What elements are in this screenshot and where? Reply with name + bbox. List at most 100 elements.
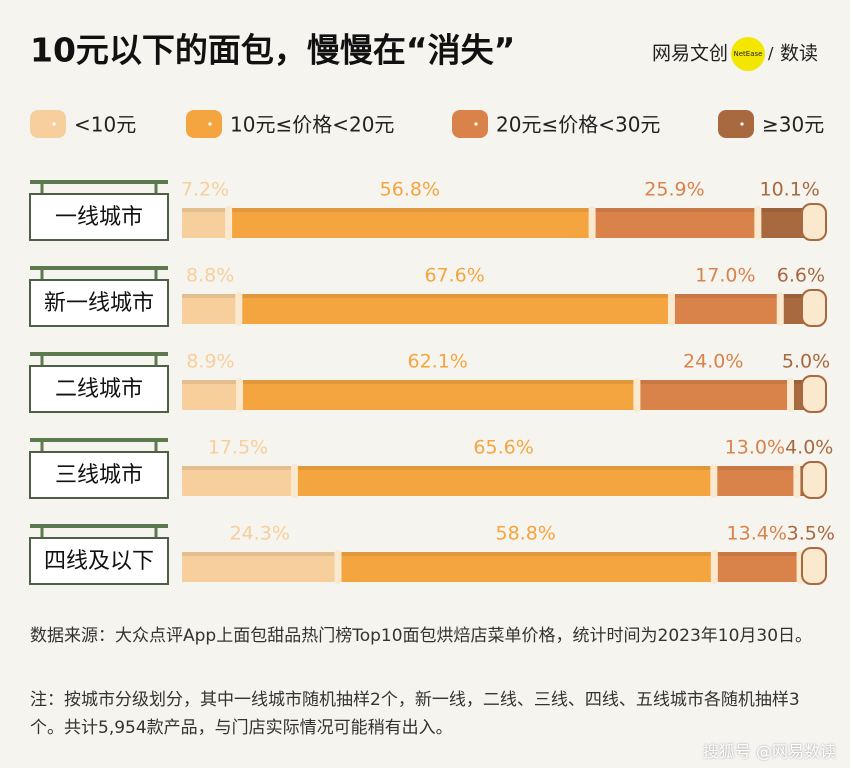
watermark: 搜狐号 @网易数读	[703, 738, 836, 762]
category-label: 一线城市	[55, 205, 143, 230]
bar-segment	[670, 294, 780, 324]
bar-segment	[228, 208, 592, 238]
value-label: 8.9%	[186, 351, 234, 373]
bar-crust	[182, 294, 239, 298]
source: 数据来源：大众点评App上面包甜品热门榜Top10面包烘焙店菜单价格，统计时间为…	[30, 626, 813, 646]
brand-sep: /	[768, 44, 774, 63]
bar-joint	[290, 464, 298, 498]
value-label: 25.9%	[644, 179, 704, 201]
sign-board	[29, 365, 169, 413]
legend-icon-dot	[740, 122, 744, 126]
bar-joint	[754, 206, 762, 240]
brand-right: 数读	[780, 43, 818, 65]
sign-board	[29, 451, 169, 499]
value-label: 3.5%	[787, 523, 835, 545]
value-label: 8.8%	[186, 265, 234, 287]
bread-end	[801, 289, 827, 327]
bar-joint	[588, 206, 596, 240]
value-label: 24.3%	[230, 523, 290, 545]
bar-crust	[713, 466, 797, 470]
chart-title: 10元以下的面包，慢慢在“消失”	[30, 31, 515, 70]
bar-joint	[667, 292, 675, 326]
bar-crust	[713, 552, 800, 556]
value-label: 10.1%	[760, 179, 820, 201]
bar-joint	[776, 292, 784, 326]
category-label: 新一线城市	[44, 291, 154, 316]
brand-left: 网易文创	[652, 43, 728, 65]
note: 注：按城市分级划分，其中一线城市随机抽样2个，新一线，二线、三线、四线、五线城市…	[30, 690, 800, 738]
bar-segment	[293, 466, 714, 496]
bar-joint	[710, 464, 718, 498]
category-label: 四线及以下	[44, 549, 154, 574]
category-label: 二线城市	[55, 377, 143, 402]
legend-label: <10元	[74, 113, 136, 137]
sign-board	[29, 279, 169, 327]
bar-crust	[337, 552, 714, 556]
bar-segment	[337, 552, 714, 582]
bar-crust	[293, 466, 714, 470]
legend-icon-dot	[208, 122, 212, 126]
legend-label: ≥30元	[762, 113, 824, 137]
sign-board	[29, 193, 169, 241]
bar-joint	[235, 378, 243, 412]
bar-segment	[182, 208, 229, 238]
bar-crust	[591, 208, 758, 212]
legend-icon-dot	[52, 122, 56, 126]
bar-crust	[238, 294, 671, 298]
bread-end	[801, 461, 827, 499]
bar-joint	[787, 378, 794, 412]
bar-segment	[182, 552, 338, 582]
legend-label: 10元≤价格<20元	[230, 113, 394, 137]
value-label: 67.6%	[424, 265, 484, 287]
value-label: 13.0%	[725, 437, 785, 459]
bar-crust	[238, 380, 637, 384]
value-label: 13.4%	[727, 523, 787, 545]
bar-segment	[636, 380, 790, 410]
bar-segment	[713, 552, 800, 582]
value-label: 58.8%	[496, 523, 556, 545]
bar-segment	[182, 294, 239, 324]
bread-end	[801, 375, 827, 413]
bar-crust	[670, 294, 780, 298]
bar-crust	[757, 208, 822, 212]
bar-segment	[182, 380, 239, 410]
value-label: 17.0%	[695, 265, 755, 287]
value-label: 17.5%	[208, 437, 268, 459]
value-label: 4.0%	[785, 437, 833, 459]
bread-end	[801, 203, 827, 241]
bar-segment	[591, 208, 758, 238]
bread-end	[801, 547, 827, 585]
bar-segment	[238, 294, 671, 324]
legend-icon	[186, 110, 222, 138]
bar-joint	[633, 378, 641, 412]
bar-joint	[235, 292, 243, 326]
legend-icon	[452, 110, 488, 138]
legend-label: 20元≤价格<30元	[496, 113, 660, 137]
bar-segment	[238, 380, 637, 410]
legend-icon	[718, 110, 754, 138]
value-label: 7.2%	[181, 179, 229, 201]
bar-crust	[182, 552, 338, 556]
bar-crust	[182, 466, 294, 470]
bar-crust	[228, 208, 592, 212]
bar-segment	[182, 466, 294, 496]
value-label: 65.6%	[473, 437, 533, 459]
bar-joint	[225, 206, 233, 240]
bar-segment	[713, 466, 797, 496]
sign-board	[29, 537, 169, 585]
watermark-account: @网易数读	[755, 742, 836, 761]
brand-badge: NetEase	[734, 50, 763, 58]
value-label: 5.0%	[782, 351, 830, 373]
watermark-platform: 搜狐号	[702, 742, 751, 761]
value-label: 62.1%	[408, 351, 468, 373]
bar-joint	[793, 464, 801, 498]
legend-icon-dot	[474, 122, 478, 126]
bar-crust	[779, 294, 822, 298]
legend-icon	[30, 110, 66, 138]
bar-joint	[710, 550, 718, 584]
bar-crust	[182, 380, 239, 384]
bar-joint	[334, 550, 342, 584]
bar-crust	[182, 208, 229, 212]
